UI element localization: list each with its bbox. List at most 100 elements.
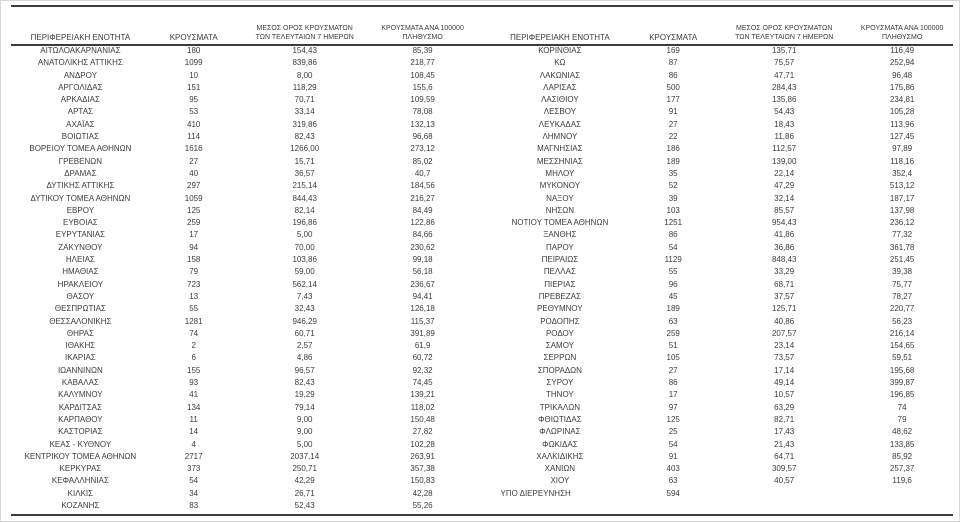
per-100k-cell: 96,48 xyxy=(892,70,913,80)
table-row: ΡΟΔΟΠΗΣ 63 40,86 56,23 xyxy=(491,316,954,328)
region-name-cell: ΜΗΛΟΥ xyxy=(545,168,575,178)
region-name-cell: ΕΒΡΟΥ xyxy=(66,205,95,215)
per-100k-cell: 236,12 xyxy=(889,218,915,228)
per-100k-cell: 357,38 xyxy=(410,464,435,474)
table-row: ΣΑΜΟΥ 51 23,14 154,65 xyxy=(491,340,954,352)
per-100k-cell: 60,72 xyxy=(412,353,433,363)
cases-cell: 6 xyxy=(191,353,196,363)
per-100k-cell: 48,62 xyxy=(892,427,913,437)
table-row: ΘΗΡΑΣ 74 60,71 391,89 xyxy=(11,328,474,340)
cases-cell: 34 xyxy=(189,488,199,498)
avg-7day-cell: 9,00 xyxy=(296,427,313,437)
cases-cell: 2 xyxy=(191,341,196,351)
cases-cell: 189 xyxy=(666,156,680,166)
cases-cell: 52 xyxy=(668,181,678,191)
region-name-cell: ΤΗΝΟΥ xyxy=(546,390,574,400)
column-header-region-name: ΠΕΡΙΦΕΡΕΙΑΚΗ ΕΝΟΤΗΤΑ xyxy=(30,33,131,42)
per-100k-cell: 220,77 xyxy=(889,304,915,314)
region-name-cell: ΗΡΑΚΛΕΙΟΥ xyxy=(57,279,104,289)
region-name-cell: ΓΡΕΒΕΝΩΝ xyxy=(58,156,103,166)
avg-7day-cell: 47,71 xyxy=(774,70,795,80)
cases-cell: 54 xyxy=(668,439,678,449)
region-name-cell: ΡΕΘΥΜΝΟΥ xyxy=(537,304,583,314)
region-name-cell: ΑΡΤΑΣ xyxy=(67,107,93,117)
avg-7day-cell: 79,14 xyxy=(294,402,315,412)
cases-cell: 594 xyxy=(666,488,680,498)
table-row: ΞΑΝΘΗΣ 86 41,86 77,32 xyxy=(491,229,954,241)
per-100k-cell: 127,45 xyxy=(889,132,915,142)
table-row: ΝΑΞΟΥ 39 32,14 187,17 xyxy=(491,193,954,205)
per-100k-cell: 216,27 xyxy=(410,193,435,203)
per-100k-cell: 184,56 xyxy=(410,181,435,191)
region-name-cell: ΕΥΒΟΙΑΣ xyxy=(63,218,98,228)
avg-7day-cell: 135,71 xyxy=(771,46,797,55)
region-name-cell: ΚΑΒΑΛΑΣ xyxy=(61,378,99,388)
per-100k-cell: 108,45 xyxy=(410,70,435,80)
per-100k-cell: 27,82 xyxy=(412,427,433,437)
avg-7day-cell: 8,00 xyxy=(296,70,313,80)
per-100k-cell: 113,96 xyxy=(890,119,915,129)
table-row: ΚΕΦΑΛΛΗΝΙΑΣ 54 42,29 150,83 xyxy=(11,475,474,487)
region-name-cell: ΥΠΟ ΔΙΕΡΕΥΝΗΣΗ xyxy=(500,488,571,498)
avg-7day-cell: 2,57 xyxy=(296,341,313,351)
avg-7day-cell: 250,71 xyxy=(292,464,317,474)
table-row: ΠΡΕΒΕΖΑΣ 45 37,57 78,27 xyxy=(491,291,954,303)
avg-7day-cell: 41,86 xyxy=(774,230,795,240)
region-name-cell: ΑΡΓΟΛΙΔΑΣ xyxy=(58,82,103,92)
per-100k-cell: 85,92 xyxy=(892,451,913,461)
avg-7day-cell: 33,29 xyxy=(774,267,795,277)
table-row: ΦΘΙΩΤΙΔΑΣ 125 82,71 79 xyxy=(491,414,954,426)
per-100k-cell: 196,85 xyxy=(889,390,915,400)
region-name-cell: ΧΑΝΙΩΝ xyxy=(544,464,576,474)
avg-7day-cell: 844,43 xyxy=(292,193,317,203)
table-row: ΑΧΑΪΑΣ 410 319,86 132,13 xyxy=(11,119,474,131)
avg-7day-cell: 139,00 xyxy=(771,156,797,166)
region-name-cell: ΦΩΚΙΔΑΣ xyxy=(542,439,578,449)
per-100k-cell: 126,18 xyxy=(410,304,435,314)
per-100k-cell: 94,41 xyxy=(412,291,433,301)
cases-cell: 86 xyxy=(668,230,678,240)
table-row: ΔΥΤΙΚΗΣ ΑΤΤΙΚΗΣ 297 215,14 184,56 xyxy=(11,180,474,192)
table-row: ΘΕΣΣΑΛΟΝΙΚΗΣ 1281 946,29 115,37 xyxy=(11,316,474,328)
per-100k-cell: 105,28 xyxy=(889,107,915,117)
cases-cell: 27 xyxy=(668,119,678,129)
region-name-cell: ΑΝΔΡΟΥ xyxy=(63,70,97,80)
table-row: ΠΑΡΟΥ 54 36,86 361,78 xyxy=(491,242,954,254)
per-100k-cell: 78,08 xyxy=(412,107,433,117)
avg-7day-cell: 4,86 xyxy=(296,353,313,363)
table-row: ΣΕΡΡΩΝ 105 73,57 59,51 xyxy=(491,352,954,364)
avg-7day-cell: 5,00 xyxy=(296,439,313,449)
region-name-cell: ΘΕΣΣΑΛΟΝΙΚΗΣ xyxy=(49,316,112,326)
per-100k-cell: 187,17 xyxy=(889,193,915,203)
region-name-cell: ΙΘΑΚΗΣ xyxy=(65,341,96,351)
per-100k-cell: 150,48 xyxy=(410,414,435,424)
region-name-cell: ΧΙΟΥ xyxy=(550,476,570,486)
cases-cell: 27 xyxy=(668,365,678,375)
table-row: ΙΚΑΡΙΑΣ 6 4,86 60,72 xyxy=(11,352,474,364)
table-row: ΙΘΑΚΗΣ 2 2,57 61,9 xyxy=(11,340,474,352)
table-row: ΜΑΓΝΗΣΙΑΣ 186 112,57 97,89 xyxy=(491,143,954,155)
per-100k-cell: 75,77 xyxy=(892,279,913,289)
cases-cell: 125 xyxy=(187,205,201,215)
table-row: ΛΑΣΙΘΙΟΥ 177 135,86 234,81 xyxy=(491,94,954,106)
per-100k-cell: 361,78 xyxy=(889,242,915,252)
region-name-cell: ΚΕΡΚΥΡΑΣ xyxy=(59,464,102,474)
avg-7day-cell: 839,86 xyxy=(292,58,317,68)
cases-cell: 114 xyxy=(187,132,201,142)
avg-7day-cell: 207,57 xyxy=(771,328,797,338)
avg-7day-cell: 848,43 xyxy=(771,255,797,265)
region-name-cell: ΣΑΜΟΥ xyxy=(545,341,574,351)
region-name-cell: ΦΛΩΡΙΝΑΣ xyxy=(539,427,581,437)
per-100k-cell: 102,28 xyxy=(410,439,435,449)
region-name-cell: ΛΕΥΚΑΔΑΣ xyxy=(538,119,582,129)
avg-7day-cell: 10,57 xyxy=(774,390,795,400)
region-name-cell: ΝΗΣΩΝ xyxy=(545,205,574,215)
cases-cell: 54 xyxy=(668,242,678,252)
per-100k-cell: 84,66 xyxy=(412,230,433,240)
table-row: ΧΑΝΙΩΝ 403 309,57 257,37 xyxy=(491,463,954,475)
cases-cell: 22 xyxy=(668,132,678,142)
table-row: ΖΑΚΥΝΘΟΥ 94 70,00 230,62 xyxy=(11,242,474,254)
avg-7day-cell: 21,43 xyxy=(774,439,795,449)
avg-7day-cell: 82,71 xyxy=(774,414,795,424)
avg-7day-cell: 68,71 xyxy=(774,279,795,289)
